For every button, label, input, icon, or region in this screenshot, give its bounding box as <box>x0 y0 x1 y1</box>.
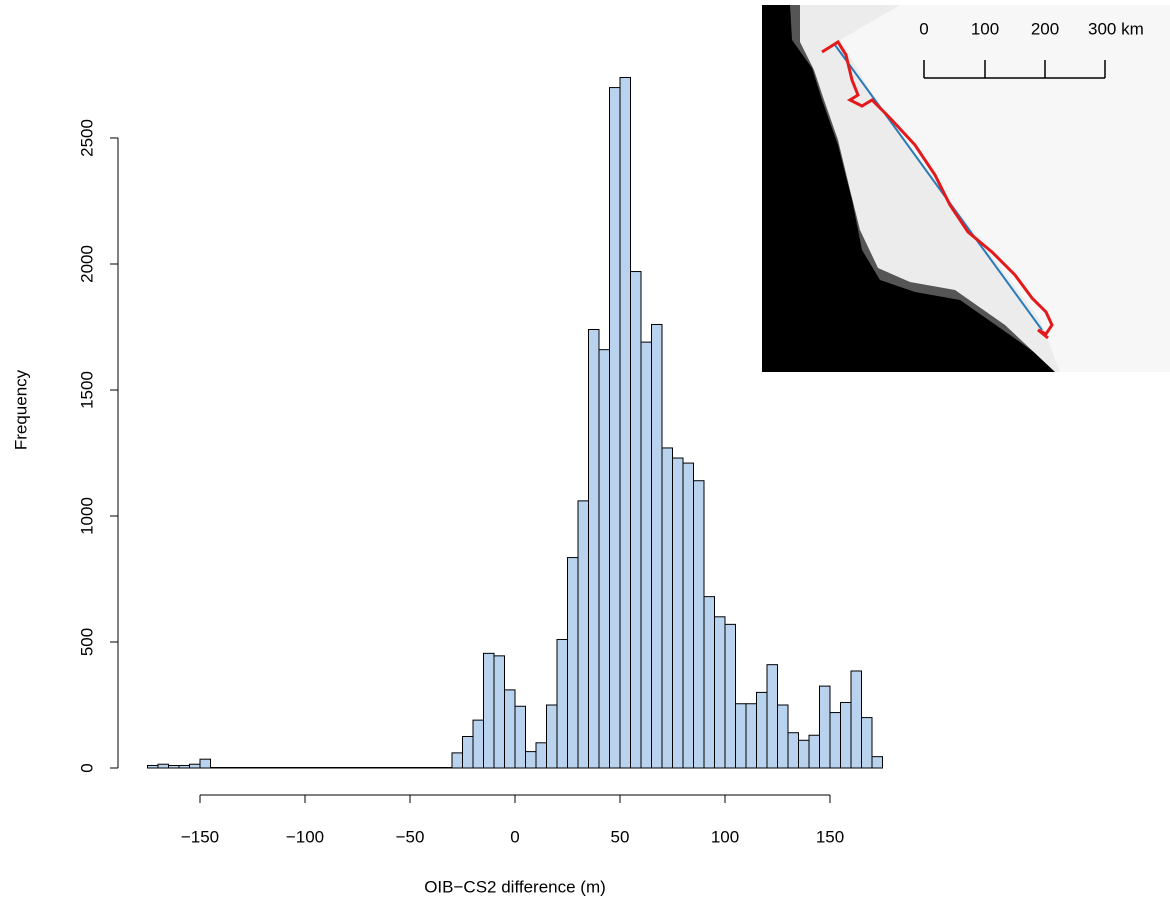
scale-label: 200 <box>1031 19 1059 38</box>
bar <box>326 767 337 768</box>
bar <box>683 463 694 768</box>
x-axis-label: OIB−CS2 difference (m) <box>424 877 606 896</box>
bar <box>242 767 253 768</box>
bar <box>274 767 285 768</box>
bar <box>830 713 841 768</box>
bar <box>169 765 180 768</box>
bar <box>221 767 232 768</box>
bar <box>347 767 358 768</box>
bar <box>473 720 484 768</box>
bar <box>358 767 369 768</box>
bar <box>305 767 316 768</box>
bar <box>410 767 421 768</box>
bar <box>872 757 883 768</box>
bar <box>368 767 379 768</box>
y-tick-label: 0 <box>77 763 96 772</box>
bar <box>442 767 453 768</box>
y-tick-label: 2500 <box>77 119 96 157</box>
bar <box>694 481 705 768</box>
bar <box>862 718 873 768</box>
bar <box>421 767 432 768</box>
bar <box>715 617 726 768</box>
scale-label: 0 <box>919 19 928 38</box>
bar <box>704 597 715 768</box>
x-tick-label: 0 <box>510 827 519 846</box>
inset-map: 0 100 200 300 km <box>762 5 1170 372</box>
bar <box>190 764 201 768</box>
y-tick-label: 500 <box>77 628 96 656</box>
bar <box>851 671 862 768</box>
bar <box>736 704 747 768</box>
scale-label: 100 <box>971 19 999 38</box>
bar <box>253 767 264 768</box>
bar <box>400 767 411 768</box>
bar <box>389 767 400 768</box>
bar <box>379 767 390 768</box>
bar <box>211 767 222 768</box>
bar <box>158 764 169 768</box>
bar <box>463 736 474 768</box>
bar <box>788 733 799 768</box>
bar <box>568 558 579 768</box>
bar <box>757 692 768 768</box>
bar <box>431 767 442 768</box>
y-tick-label: 1500 <box>77 371 96 409</box>
bar <box>337 767 348 768</box>
bar <box>547 705 558 768</box>
bar <box>578 501 589 768</box>
x-tick-label: 100 <box>711 827 739 846</box>
bar <box>295 767 306 768</box>
bar <box>484 653 495 768</box>
bar <box>631 272 642 768</box>
bar <box>652 324 663 768</box>
bar <box>809 735 820 768</box>
bar <box>200 759 211 768</box>
bar <box>820 686 831 768</box>
x-tick-label: 150 <box>816 827 844 846</box>
bar <box>526 752 537 768</box>
bar <box>536 743 547 768</box>
bar <box>673 458 684 768</box>
bar <box>452 753 463 768</box>
bar <box>505 690 516 768</box>
scale-label: 300 km <box>1088 19 1144 38</box>
bar <box>641 342 652 768</box>
x-tick-label: −100 <box>286 827 324 846</box>
chart: OIB−CS2 difference (m) Frequency 0500100… <box>0 0 1170 912</box>
bar <box>494 656 505 768</box>
bar <box>589 330 600 768</box>
bar <box>799 740 810 768</box>
bar <box>662 448 673 768</box>
bar <box>767 665 778 768</box>
bar <box>620 78 631 769</box>
bar <box>610 88 621 768</box>
y-tick-label: 2000 <box>77 245 96 283</box>
bar <box>841 702 852 768</box>
y-tick-label: 1000 <box>77 497 96 535</box>
bar <box>778 705 789 768</box>
bar <box>316 767 327 768</box>
bar <box>746 704 757 768</box>
bar <box>232 767 243 768</box>
bar <box>148 765 159 768</box>
x-tick-label: −50 <box>396 827 425 846</box>
x-tick-label: 50 <box>611 827 630 846</box>
bar <box>599 350 610 768</box>
bar <box>179 765 190 768</box>
bar <box>263 767 274 768</box>
bar <box>725 624 736 768</box>
y-axis-label: Frequency <box>11 369 30 450</box>
x-tick-label: −150 <box>181 827 219 846</box>
bar <box>557 639 568 768</box>
bar <box>515 706 526 768</box>
bar <box>284 767 295 768</box>
